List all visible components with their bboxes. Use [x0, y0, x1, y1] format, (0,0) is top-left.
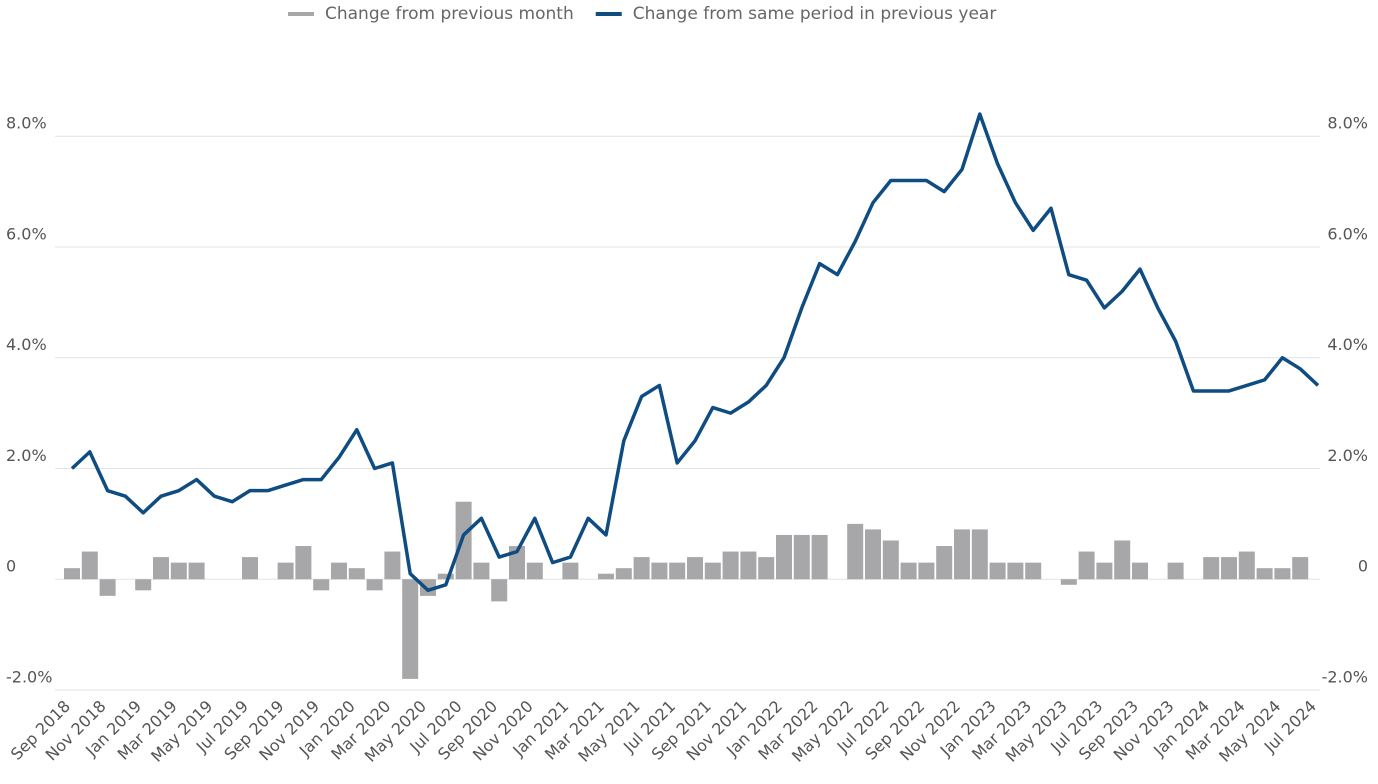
bar: [936, 546, 953, 580]
bar: [722, 551, 739, 580]
bar: [64, 568, 80, 580]
bar: [1167, 562, 1184, 580]
bar: [473, 562, 490, 580]
y-tick-label: 6.0%: [6, 224, 47, 243]
y2-tick-label: 4.0%: [1327, 335, 1368, 354]
bar: [865, 529, 881, 580]
bar: [811, 534, 828, 580]
bar: [562, 562, 579, 580]
bar: [402, 579, 419, 679]
y-tick-label: 8.0%: [6, 114, 47, 133]
bar: [1114, 540, 1131, 580]
bar: [81, 551, 98, 580]
legend-label: Change from same period in previous year: [633, 4, 997, 24]
bar: [277, 562, 294, 580]
bar: [882, 540, 899, 580]
bar: [153, 557, 169, 580]
bar: [1096, 562, 1113, 580]
bar: [971, 529, 988, 580]
bar: [1221, 557, 1237, 580]
bar: [758, 557, 775, 580]
bar: [1132, 562, 1148, 580]
bar: [170, 562, 187, 580]
bar: [1007, 562, 1024, 580]
bar: [598, 573, 614, 580]
bar: [1256, 568, 1273, 580]
bar: [455, 501, 472, 580]
legend-label: Change from previous month: [325, 4, 574, 24]
bar: [615, 568, 632, 580]
bar: [331, 562, 347, 580]
bar: [1274, 568, 1291, 580]
bar: [295, 546, 312, 580]
y2-tick-label: -2.0%: [1322, 668, 1368, 687]
bar: [633, 557, 650, 580]
bar: [242, 557, 258, 580]
y-tick-label: 0: [6, 557, 16, 576]
bar: [188, 562, 205, 580]
bar: [1203, 557, 1220, 580]
bar: [99, 579, 116, 596]
y2-tick-label: 0: [1358, 557, 1368, 576]
bar: [669, 562, 686, 580]
bar: [1292, 557, 1309, 580]
bar: [1238, 551, 1255, 580]
y2-tick-label: 8.0%: [1327, 114, 1368, 133]
bar: [847, 523, 864, 580]
bar: [491, 579, 508, 602]
y-tick-label: 2.0%: [6, 446, 47, 465]
bar: [313, 579, 330, 591]
bar: [526, 562, 543, 580]
bar: [366, 579, 383, 591]
bar: [651, 562, 668, 580]
bar: [437, 573, 454, 580]
y-tick-label: 4.0%: [6, 335, 47, 354]
bar: [348, 568, 365, 580]
bar: [900, 562, 917, 580]
bar: [776, 534, 792, 580]
bar: [1060, 579, 1077, 585]
legend: Change from previous month Change from sa…: [288, 4, 996, 24]
bar: [135, 579, 152, 591]
line: [70, 112, 1320, 593]
y2-tick-label: 6.0%: [1327, 224, 1368, 243]
y2-tick-label: 2.0%: [1327, 446, 1368, 465]
bar: [918, 562, 935, 580]
bar: [989, 562, 1006, 580]
bar: [384, 551, 401, 580]
y-tick-label: -2.0%: [6, 668, 52, 687]
bar: [704, 562, 721, 580]
bar: [1025, 562, 1042, 580]
bar: [1078, 551, 1095, 580]
bar: [954, 529, 970, 580]
bar: [740, 551, 757, 580]
bar: [793, 534, 810, 580]
bar: [420, 579, 436, 596]
bar: [687, 557, 703, 580]
